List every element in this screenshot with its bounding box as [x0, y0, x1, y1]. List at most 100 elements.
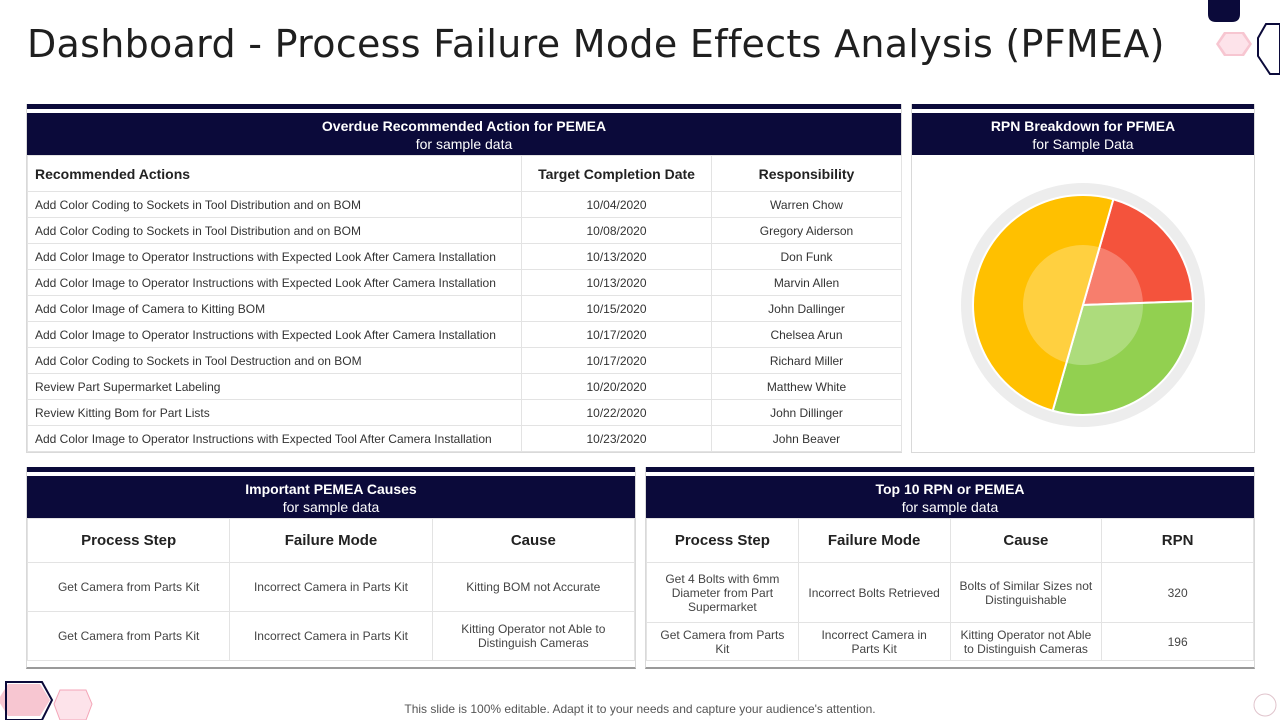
column-header-cause: Cause: [431, 518, 636, 563]
rpn-breakdown-header: RPN Breakdown for PFMEA for Sample Data: [912, 113, 1254, 155]
table-row: Review Kitting Bom for Part Lists 10/22/2…: [27, 399, 902, 426]
pie-slice-red: [1081, 198, 1194, 307]
failure-mode-cell: Incorrect Bolts Retrieved: [797, 562, 951, 623]
table-row: Add Color Image to Operator Instructions…: [27, 243, 902, 270]
top10-rpn-subtitle: for sample data: [901, 499, 999, 515]
table-row: Add Color Image to Operator Instructions…: [27, 321, 902, 348]
pie-slice-yellow: [972, 194, 1115, 412]
pie-slice-inner-yellow: [1023, 245, 1100, 363]
page-title: Dashboard - Process Failure Mode Effects…: [27, 22, 1165, 66]
overdue-actions-subtitle: for sample data: [415, 136, 513, 152]
process-step-cell: Get 4 Bolts with 6mm Diameter from Part …: [646, 562, 799, 623]
table-row: Add Color Image to Operator Instructions…: [27, 269, 902, 296]
overdue-actions-title: Overdue Recommended Action for PEMEA: [321, 118, 607, 134]
table-row: Get 4 Bolts with 6mm Diameter from Part …: [646, 562, 1254, 623]
date-cell: 10/08/2020: [521, 217, 712, 244]
column-header-responsibility: Responsibility: [711, 155, 902, 192]
cause-cell: Bolts of Similar Sizes not Distinguishab…: [949, 562, 1103, 623]
action-cell: Add Color Image to Operator Instructions…: [27, 243, 522, 270]
rpn-pie-chart: [961, 183, 1205, 427]
table-row: Add Color Image of Camera to Kitting BOM…: [27, 295, 902, 322]
action-cell: Add Color Image of Camera to Kitting BOM: [27, 295, 522, 322]
column-header-failure-mode: Failure Mode: [797, 518, 951, 563]
pie-slice-inner-green: [1066, 302, 1143, 366]
owner-cell: Richard Miller: [711, 347, 902, 374]
overdue-actions-table: Recommended Actions Target Completion Da…: [27, 155, 902, 452]
date-cell: 10/17/2020: [521, 347, 712, 374]
rpn-breakdown-subtitle: for Sample Data: [1032, 136, 1134, 152]
overdue-actions-header: Overdue Recommended Action for PEMEA for…: [27, 113, 901, 155]
table-row: Add Color Coding to Sockets in Tool Dest…: [27, 347, 902, 374]
table-row: Add Color Coding to Sockets in Tool Dist…: [27, 191, 902, 218]
important-causes-panel: Important PEMEA Causes for sample data P…: [26, 467, 636, 669]
action-cell: Add Color Image to Operator Instructions…: [27, 269, 522, 296]
rpn-cell: 196: [1101, 622, 1254, 661]
date-cell: 10/23/2020: [521, 425, 712, 452]
date-cell: 10/15/2020: [521, 295, 712, 322]
top10-rpn-header: Top 10 RPN or PEMEA for sample data: [646, 476, 1254, 518]
footer-note: This slide is 100% editable. Adapt it to…: [404, 702, 876, 716]
top10-rpn-table: Process Step Failure Mode Cause RPN Get …: [646, 518, 1254, 661]
owner-cell: Warren Chow: [711, 191, 902, 218]
table-row: Add Color Image to Operator Instructions…: [27, 425, 902, 452]
owner-cell: Matthew White: [711, 373, 902, 400]
rpn-cell: 320: [1101, 562, 1254, 623]
column-header-recommended-actions: Recommended Actions: [27, 155, 522, 192]
table-row: Add Color Coding to Sockets in Tool Dist…: [27, 217, 902, 244]
table-row: Get Camera from Parts Kit Incorrect Camer…: [646, 622, 1254, 661]
date-cell: 10/13/2020: [521, 243, 712, 270]
column-header-process-step: Process Step: [646, 518, 799, 563]
pie-slice-inner-red: [1083, 247, 1143, 305]
table-row: Get Camera from Parts Kit Incorrect Camer…: [26, 562, 636, 612]
pie-chart-area: [912, 155, 1254, 451]
date-cell: 10/20/2020: [521, 373, 712, 400]
column-header-rpn: RPN: [1101, 518, 1254, 563]
owner-cell: John Dillinger: [711, 399, 902, 426]
table-row: Get Camera from Parts Kit Incorrect Camer…: [26, 611, 636, 661]
important-causes-header: Important PEMEA Causes for sample data: [27, 476, 635, 518]
date-cell: 10/13/2020: [521, 269, 712, 296]
owner-cell: John Beaver: [711, 425, 902, 452]
date-cell: 10/17/2020: [521, 321, 712, 348]
top10-rpn-panel: Top 10 RPN or PEMEA for sample data Proc…: [645, 467, 1255, 669]
date-cell: 10/04/2020: [521, 191, 712, 218]
overdue-actions-panel: Overdue Recommended Action for PEMEA for…: [26, 104, 902, 453]
owner-cell: Don Funk: [711, 243, 902, 270]
important-causes-table: Process Step Failure Mode Cause Get Came…: [26, 518, 636, 661]
owner-cell: Marvin Allen: [711, 269, 902, 296]
owner-cell: Gregory Aiderson: [711, 217, 902, 244]
corner-decoration-top-right: [1208, 0, 1280, 75]
failure-mode-cell: Incorrect Camera in Parts Kit: [229, 562, 433, 612]
rpn-breakdown-panel: RPN Breakdown for PFMEA for Sample Data: [911, 104, 1255, 453]
important-causes-subtitle: for sample data: [282, 499, 380, 515]
column-header-process-step: Process Step: [26, 518, 231, 563]
cause-cell: Kitting Operator not Able to Distinguish…: [949, 622, 1103, 661]
owner-cell: John Dallinger: [711, 295, 902, 322]
table-row: Review Part Supermarket Labeling 10/20/20…: [27, 373, 902, 400]
column-header-target-date: Target Completion Date: [521, 155, 712, 192]
action-cell: Add Color Coding to Sockets in Tool Dist…: [27, 217, 522, 244]
failure-mode-cell: Incorrect Camera in Parts Kit: [797, 622, 951, 661]
process-step-cell: Get Camera from Parts Kit: [26, 562, 231, 612]
process-step-cell: Get Camera from Parts Kit: [646, 622, 799, 661]
action-cell: Add Color Image to Operator Instructions…: [27, 425, 522, 452]
important-causes-title: Important PEMEA Causes: [245, 481, 417, 497]
column-header-cause: Cause: [949, 518, 1103, 563]
cause-cell: Kitting BOM not Accurate: [431, 562, 636, 612]
corner-decoration-bottom-left: [0, 681, 93, 720]
top10-rpn-title: Top 10 RPN or PEMEA: [875, 481, 1025, 497]
action-cell: Add Color Coding to Sockets in Tool Dist…: [27, 191, 522, 218]
pie-slice-green: [1051, 300, 1194, 416]
action-cell: Add Color Image to Operator Instructions…: [27, 321, 522, 348]
corner-circle-bottom-right: [1253, 693, 1277, 717]
owner-cell: Chelsea Arun: [711, 321, 902, 348]
action-cell: Review Part Supermarket Labeling: [27, 373, 522, 400]
cause-cell: Kitting Operator not Able to Distinguish…: [431, 611, 636, 661]
failure-mode-cell: Incorrect Camera in Parts Kit: [229, 611, 433, 661]
date-cell: 10/22/2020: [521, 399, 712, 426]
action-cell: Add Color Coding to Sockets in Tool Dest…: [27, 347, 522, 374]
rpn-breakdown-title: RPN Breakdown for PFMEA: [990, 118, 1176, 134]
action-cell: Review Kitting Bom for Part Lists: [27, 399, 522, 426]
process-step-cell: Get Camera from Parts Kit: [26, 611, 231, 661]
column-header-failure-mode: Failure Mode: [229, 518, 433, 563]
